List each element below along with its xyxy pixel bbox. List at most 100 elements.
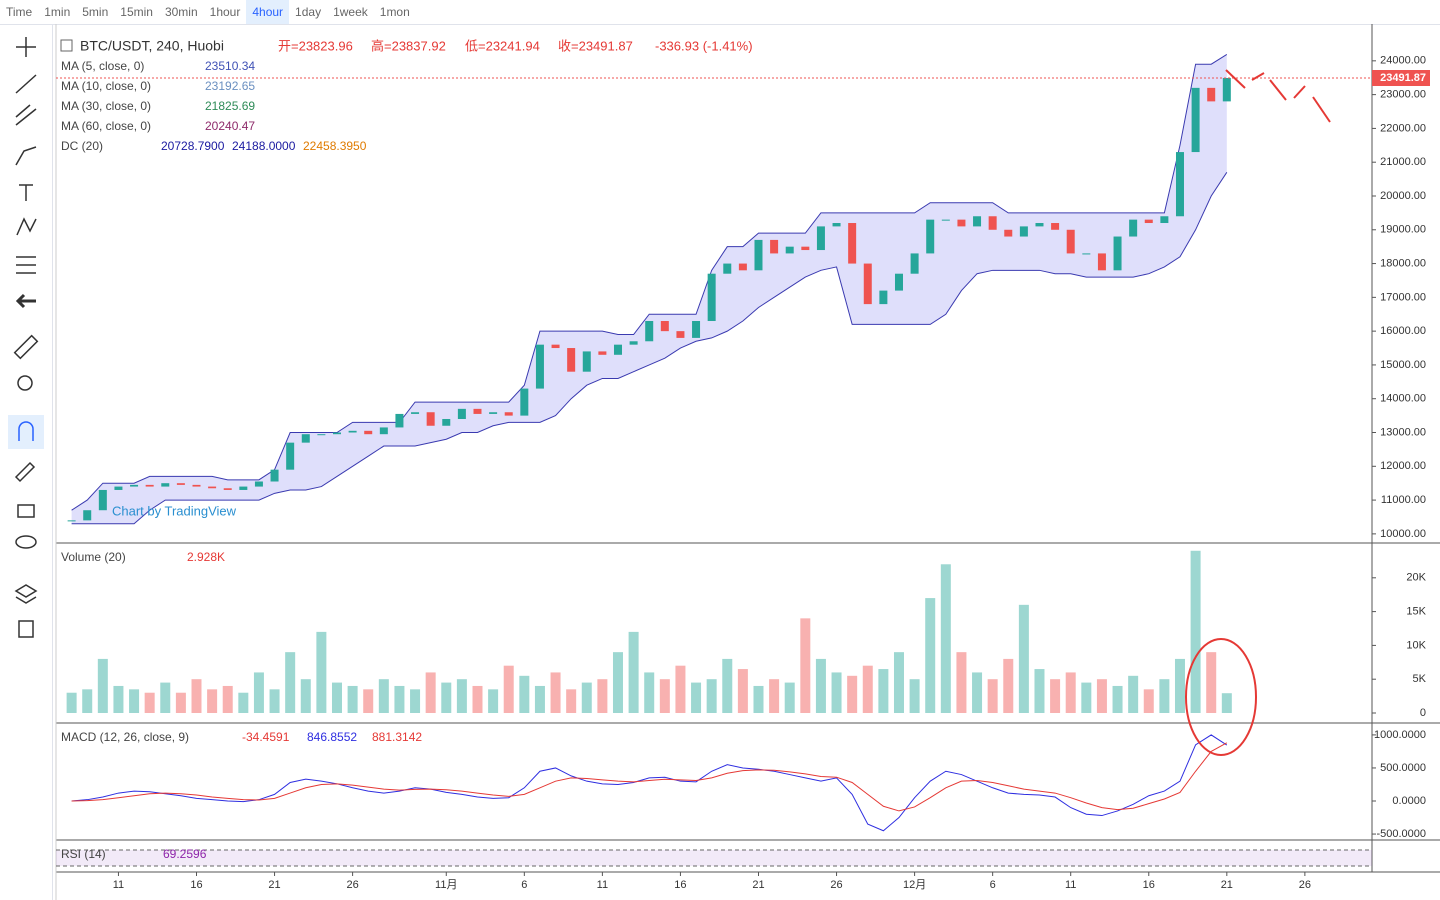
volume-bar [831,672,842,713]
candle [801,246,810,251]
volume-bar [737,669,748,713]
candle [598,351,607,355]
trash-tool[interactable] [18,620,34,638]
candle [176,483,185,485]
volume-bar [222,685,233,713]
y-tick-label: 17000.00 [1380,291,1426,303]
interval-button[interactable]: 1day [295,5,322,19]
y-tick-label: 20K [1406,572,1426,584]
y-tick-label: 1000.0000 [1374,729,1426,741]
symbol-title: BTC/USDT, 240, Huobi [80,38,224,54]
candle [770,239,779,254]
text-tool[interactable] [19,184,33,201]
volume-bar [175,692,186,713]
indicator-name: MA (5, close, 0) [61,59,144,73]
zoom-tool[interactable] [17,375,33,391]
candle [442,418,451,426]
lock-draw-tool[interactable] [14,461,36,483]
y-tick-label: 18000.00 [1380,257,1426,269]
x-tick-label: 26 [830,879,842,891]
candle [738,263,747,271]
candle [457,408,466,419]
x-tick-label: 26 [1299,879,1311,891]
ohlc-value: 开=23823.96 [278,38,353,53]
interval-button[interactable]: 1mon [379,5,410,19]
ruler-tool[interactable] [13,334,39,360]
candle [1113,236,1122,271]
candle [130,484,139,487]
candle [707,273,716,322]
candle [848,223,857,264]
candle [645,321,654,342]
volume-bar [1159,679,1170,713]
back-tool[interactable] [15,293,36,309]
symbol-box [60,39,73,52]
volume-bar [425,672,436,713]
volume-bar [1206,652,1217,713]
indicator-value: 23510.34 [205,59,255,73]
volume-bar [691,682,702,713]
brush-tool[interactable] [15,146,37,166]
interval-button[interactable]: 1hour [209,5,241,19]
interval-button[interactable]: 5min [82,5,109,19]
candle [286,442,295,470]
pane-title: RSI (14) [61,847,106,861]
interval-button[interactable]: 1min [44,5,71,19]
crosshair-tool[interactable] [16,37,36,57]
volume-bar [331,682,342,713]
candle [1175,152,1184,217]
volume-bar [269,689,280,713]
candle [879,290,888,305]
x-tick-label: 11 [113,879,124,891]
pattern-tool[interactable] [16,217,37,236]
lock-tool[interactable] [17,504,35,518]
candle [785,246,794,254]
volume-bar [675,665,686,713]
macd-line [71,734,1228,832]
layers-tool[interactable] [14,584,38,604]
x-tick-label: 11月 [435,879,457,891]
volume-bar [1050,679,1061,713]
candle [1097,253,1106,271]
magnet-tool[interactable] [18,421,34,441]
volume-bar [191,679,202,713]
volume-bar [82,689,93,713]
candle [1004,229,1013,237]
volume-bar [113,685,124,713]
volume-bar [144,692,155,713]
candle [1144,219,1153,224]
candle [1207,87,1216,102]
volume-bar [238,692,249,713]
visibility-tool[interactable] [15,535,37,549]
volume-bar [925,598,936,713]
candle [192,484,201,487]
interval-button[interactable]: 15min [120,5,153,19]
interval-button[interactable]: 1week [333,5,368,19]
prediction-tool[interactable] [16,256,36,274]
candle [1129,219,1138,237]
interval-button[interactable]: 4hour [246,0,290,24]
candle [98,489,107,511]
candle [254,481,263,487]
interval-button[interactable]: Time [6,5,33,19]
volume-bar [316,631,327,713]
candle [613,344,622,355]
volume-bar [550,672,561,713]
y-tick-label: 15000.00 [1380,359,1426,371]
interval-button[interactable]: 30min [164,5,198,19]
fib-tool[interactable] [15,104,37,126]
volume-bar [644,672,655,713]
volume-bar [784,682,795,713]
candle [973,216,982,227]
candle [223,488,232,490]
magnet-bg [8,415,44,449]
x-tick-label: 16 [674,879,686,891]
trendline-tool[interactable] [15,74,37,94]
volume-bar [66,692,77,713]
candle [270,469,279,482]
x-tick-label: 21 [268,879,280,891]
candle [988,216,997,230]
indicator-value: 20240.47 [205,119,255,133]
pane-title: MACD (12, 26, close, 9) [61,730,189,744]
